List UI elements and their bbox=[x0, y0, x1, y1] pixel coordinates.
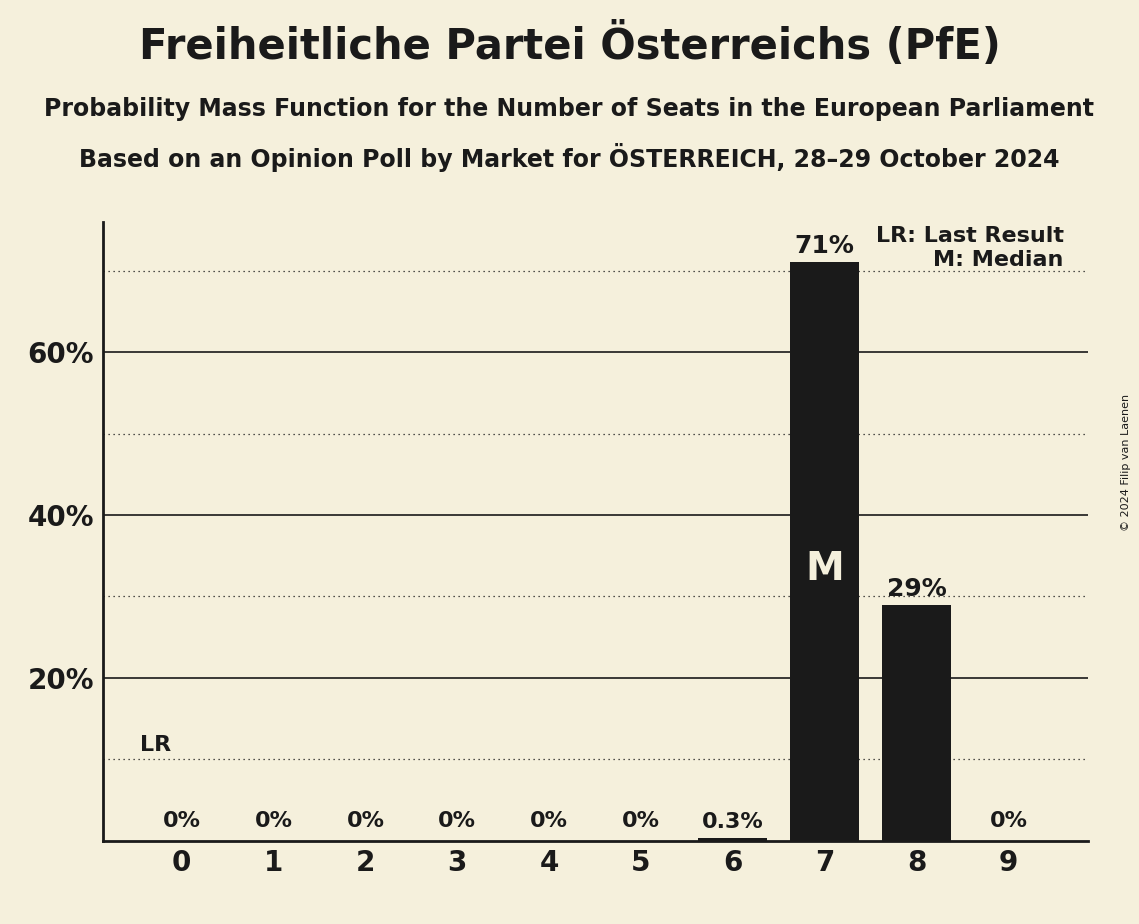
Text: 0%: 0% bbox=[990, 811, 1027, 831]
Text: 0%: 0% bbox=[255, 811, 293, 831]
Text: M: Median: M: Median bbox=[933, 250, 1064, 271]
Text: 0%: 0% bbox=[530, 811, 568, 831]
Text: M: M bbox=[805, 550, 844, 588]
Text: 0%: 0% bbox=[163, 811, 200, 831]
Bar bbox=[698, 838, 768, 841]
Bar bbox=[883, 604, 951, 841]
Text: Probability Mass Function for the Number of Seats in the European Parliament: Probability Mass Function for the Number… bbox=[44, 97, 1095, 121]
Text: 0%: 0% bbox=[622, 811, 661, 831]
Text: 0%: 0% bbox=[346, 811, 385, 831]
Text: 29%: 29% bbox=[887, 577, 947, 601]
Text: LR: LR bbox=[140, 736, 172, 755]
Text: 0%: 0% bbox=[439, 811, 476, 831]
Text: LR: Last Result: LR: Last Result bbox=[876, 225, 1064, 246]
Text: Freiheitliche Partei Österreichs (PfE): Freiheitliche Partei Österreichs (PfE) bbox=[139, 23, 1000, 68]
Text: 71%: 71% bbox=[795, 235, 854, 259]
Text: © 2024 Filip van Laenen: © 2024 Filip van Laenen bbox=[1121, 394, 1131, 530]
Bar bbox=[790, 262, 859, 841]
Text: 0.3%: 0.3% bbox=[702, 812, 764, 832]
Text: Based on an Opinion Poll by Market for ÖSTERREICH, 28–29 October 2024: Based on an Opinion Poll by Market for Ö… bbox=[80, 143, 1059, 172]
